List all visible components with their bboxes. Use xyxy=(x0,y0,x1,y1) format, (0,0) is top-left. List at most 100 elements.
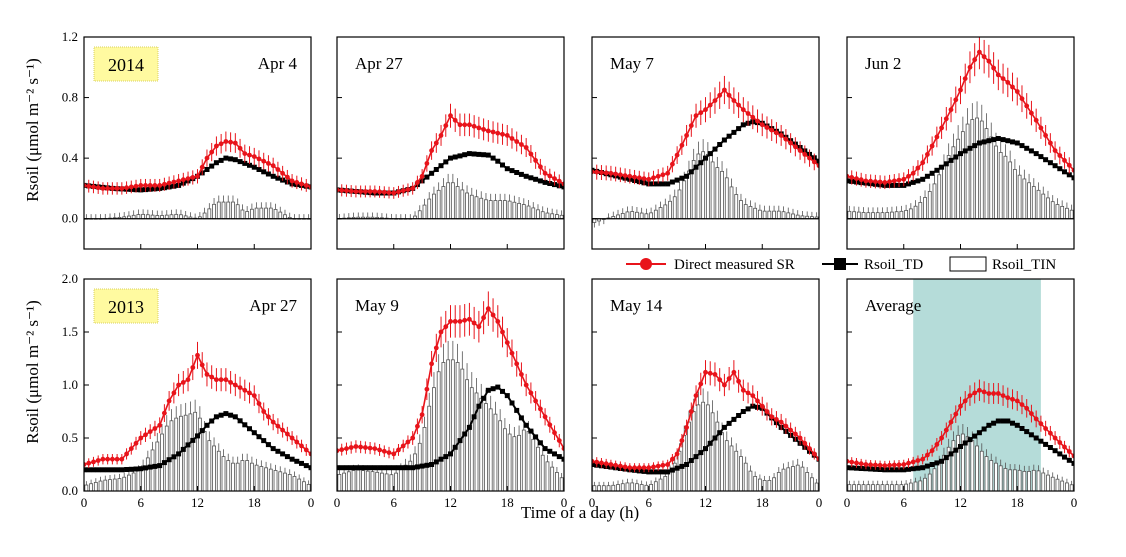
rsoil-td-marker xyxy=(934,167,940,173)
tin-bar xyxy=(644,213,649,220)
measured-sr-marker xyxy=(138,183,144,188)
rsoil-td-marker xyxy=(674,177,680,183)
rsoil-td-marker xyxy=(261,438,267,444)
measured-sr-marker xyxy=(157,183,163,188)
x-tick-label: 6 xyxy=(901,495,908,510)
tin-bar xyxy=(1022,178,1027,220)
legend-label: Direct measured SR xyxy=(674,257,795,273)
rsoil-td-marker xyxy=(537,440,543,446)
tin-bar xyxy=(268,207,273,220)
rsoil-td-marker xyxy=(1066,457,1072,463)
rsoil-td-marker xyxy=(289,456,295,462)
measured-sr-marker xyxy=(698,381,704,387)
rsoil-td-marker xyxy=(438,456,444,462)
tin-bar xyxy=(748,206,753,220)
rsoil-td-marker xyxy=(490,155,496,161)
measured-sr-marker xyxy=(481,315,486,321)
rsoil-td-marker xyxy=(556,454,562,460)
rsoil-td-marker xyxy=(924,173,930,179)
tin-bar xyxy=(927,191,932,220)
measured-sr-marker xyxy=(209,149,215,155)
rsoil-td-marker xyxy=(367,465,373,471)
measured-sr-marker xyxy=(270,163,276,169)
tin-bar xyxy=(1027,470,1031,491)
measured-sr-marker xyxy=(457,319,463,324)
tin-bar xyxy=(1012,469,1017,491)
rsoil-td-marker xyxy=(533,434,539,440)
rsoil-td-marker xyxy=(86,467,92,473)
measured-sr-marker xyxy=(755,118,760,124)
measured-sr-marker xyxy=(285,431,290,437)
measured-sr-marker xyxy=(528,151,534,157)
rsoil-td-marker xyxy=(962,148,968,154)
tin-bar xyxy=(502,200,507,220)
measured-sr-marker xyxy=(462,317,468,323)
tin-bar xyxy=(212,203,216,220)
tin-bar xyxy=(847,484,852,491)
measured-sr-marker xyxy=(289,435,295,441)
measured-sr-marker xyxy=(495,130,501,136)
measured-sr-marker xyxy=(929,143,935,149)
measured-sr-marker xyxy=(740,387,746,393)
rsoil-td-marker xyxy=(906,181,911,187)
measured-sr-marker xyxy=(934,134,940,140)
measured-sr-marker xyxy=(133,440,139,446)
measured-sr-marker xyxy=(1038,125,1044,131)
legend: Direct measured SR Rsoil_TD Rsoil_TIN xyxy=(626,256,1056,273)
rsoil-td-marker xyxy=(712,435,718,441)
rsoil-td-marker xyxy=(1062,169,1067,175)
tin-bar xyxy=(715,167,720,220)
panel-date-label: May 14 xyxy=(610,296,663,315)
tin-bar xyxy=(555,472,559,491)
rsoil-td-marker xyxy=(943,161,949,167)
rsoil-td-marker xyxy=(655,181,661,187)
tin-bar xyxy=(663,204,668,220)
tin-bar xyxy=(734,194,739,220)
tin-bar xyxy=(555,214,559,220)
rsoil-td-marker xyxy=(448,451,453,457)
measured-sr-marker xyxy=(462,122,468,128)
rsoil-td-marker xyxy=(443,159,449,165)
tin-bar xyxy=(890,484,894,491)
tin-bar xyxy=(767,479,772,491)
measured-sr-marker xyxy=(1024,103,1030,109)
measured-sr-marker xyxy=(372,446,378,451)
year-label: 2013 xyxy=(108,297,144,317)
tin-bar xyxy=(852,484,856,491)
measured-sr-marker xyxy=(802,440,808,446)
tin-bar xyxy=(625,482,630,491)
measured-sr-marker xyxy=(110,186,115,191)
measured-sr-marker xyxy=(958,403,963,409)
rsoil-td-marker xyxy=(981,139,987,145)
rsoil-td-marker xyxy=(1019,426,1025,431)
measured-sr-marker xyxy=(745,390,751,396)
x-tick-label: 0 xyxy=(81,495,88,510)
tin-bar xyxy=(422,204,427,220)
measured-sr-marker xyxy=(256,401,262,406)
rsoil-td-marker xyxy=(265,442,271,448)
rsoil-td-marker xyxy=(669,467,675,473)
measured-sr-marker xyxy=(171,179,177,185)
measured-sr-marker xyxy=(632,174,637,180)
measured-sr-marker xyxy=(500,131,505,137)
tin-bar xyxy=(278,471,283,491)
tin-bar xyxy=(720,170,724,220)
measured-sr-marker xyxy=(759,122,765,128)
tin-bar xyxy=(450,182,455,220)
tin-bar xyxy=(432,193,436,220)
tin-bar xyxy=(890,211,894,220)
tin-bar xyxy=(805,472,810,491)
tin-bar xyxy=(904,209,909,220)
rsoil-td-marker xyxy=(213,414,219,420)
measured-sr-marker xyxy=(670,161,675,167)
tin-bar xyxy=(927,473,932,491)
rsoil-td-marker xyxy=(698,450,704,456)
rsoil-td-marker xyxy=(377,465,383,471)
measured-sr-marker xyxy=(275,423,281,429)
measured-sr-marker xyxy=(1010,396,1015,402)
measured-sr-marker xyxy=(603,170,609,176)
rsoil-td-marker xyxy=(731,129,737,135)
tin-bar xyxy=(1031,186,1036,220)
